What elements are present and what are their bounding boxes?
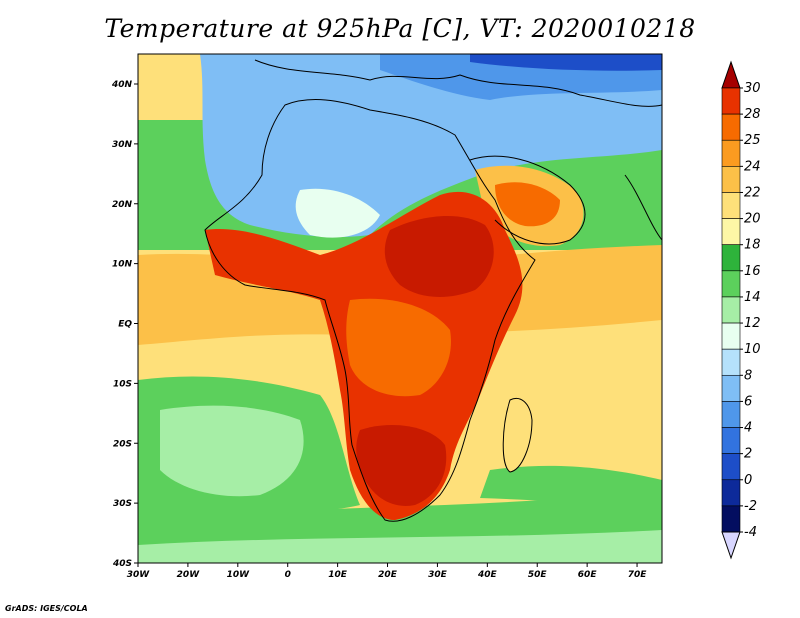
field-arabia-hot: [495, 182, 560, 227]
colorbar-label: -2: [744, 499, 757, 514]
lat-tick-label: 20S: [113, 439, 132, 449]
colorbar-label: 2: [744, 447, 752, 462]
lon-tick-label: 20E: [378, 570, 398, 580]
lat-tick-label: 20N: [112, 200, 133, 210]
colorbar-swatch: [721, 139, 741, 167]
colorbar-label: 20: [744, 212, 761, 227]
lon-tick-label: 40E: [477, 570, 498, 580]
colorbar-label: 18: [744, 238, 761, 253]
field-south-atlantic-light: [160, 405, 304, 497]
lon-tick-label: 20W: [177, 570, 201, 580]
lat-tick-label: 10N: [112, 260, 133, 270]
coastline-africa: [204, 99, 536, 522]
colorbar-swatch: [721, 453, 741, 481]
field-indian-green: [480, 465, 662, 503]
colorbar-label: 6: [744, 394, 752, 409]
coastline-arabia: [469, 155, 586, 245]
field-southern-light: [138, 530, 662, 563]
colorbar-label: 16: [744, 264, 761, 279]
coastline-europe: [254, 59, 663, 107]
colorbar-swatch: [721, 427, 741, 454]
latitude-axis: 40N 30N 20N 10N EQ 10S 20S 30S 40S: [111, 80, 138, 569]
longitude-axis: 30W 20W 10W 0 10E 20E 30E 40E 50E 60E 70E: [127, 563, 647, 580]
lon-tick-label: 30E: [428, 570, 448, 580]
colorbar-swatch: [721, 296, 741, 324]
lon-tick-label: 50E: [528, 570, 548, 580]
colorbar-label: 14: [744, 290, 761, 305]
colorbar-label: -4: [744, 525, 757, 540]
field-africa-orange-central: [346, 298, 451, 397]
colorbar-label: 28: [744, 107, 761, 122]
field-africa-hottest: [384, 215, 494, 297]
colorbar-swatch: [721, 113, 741, 141]
plot-frame: [137, 53, 663, 564]
lon-tick-label: 30W: [127, 570, 151, 580]
field-sahara-light: [295, 188, 380, 238]
lat-tick-label: 30S: [113, 499, 132, 509]
colorbar-label: 10: [744, 342, 761, 357]
map-title: Temperature at 925hPa [C], VT: 202001021…: [104, 14, 696, 43]
lat-tick-label: 10S: [113, 379, 132, 389]
colorbar-swatch: [721, 401, 741, 428]
colorbar-swatch: [721, 374, 741, 402]
colorbar-label: 22: [744, 185, 761, 200]
colorbar-label: 12: [744, 316, 761, 331]
lon-tick-label: 10E: [328, 570, 348, 580]
colorbar-swatch: [721, 348, 741, 376]
colorbar-label: 30: [744, 81, 761, 96]
coastline-india: [624, 174, 663, 241]
colorbar-swatch: [721, 87, 741, 115]
colorbar-max-triangle: [721, 60, 741, 89]
colorbar-label: 25: [744, 133, 761, 148]
lon-tick-label: 60E: [578, 570, 598, 580]
colorbar-label: 0: [744, 473, 752, 488]
colorbar-swatch: [721, 166, 741, 193]
colorbar-swatch: [721, 192, 741, 219]
colorbar-swatch: [721, 218, 741, 246]
colorbar-swatch: [721, 244, 741, 272]
colorbar-min-triangle: [721, 531, 741, 560]
colorbar-label: 8: [744, 368, 752, 383]
field-madagascar: [503, 398, 532, 472]
coastline-madagascar: [502, 397, 533, 473]
colorbar-label: 4: [744, 421, 752, 436]
lon-tick-label: 0: [285, 570, 291, 580]
lat-tick-label: 40S: [112, 559, 132, 569]
field-south-africa-hottest: [356, 425, 447, 506]
temperature-field: [138, 54, 662, 563]
colorbar-swatch: [721, 479, 741, 507]
lat-tick-label: 40N: [111, 80, 133, 90]
lon-tick-label: 10W: [227, 570, 251, 580]
colorbar-swatch: [721, 270, 741, 298]
colorbar-swatch: [721, 505, 741, 533]
lat-tick-label: EQ: [118, 320, 132, 330]
colorbar-label: 24: [744, 159, 761, 174]
lon-tick-label: 70E: [628, 570, 648, 580]
field-north-deep: [470, 54, 662, 71]
lat-tick-label: 30N: [112, 140, 133, 150]
colorbar-swatch: [721, 322, 741, 350]
grads-credit: GrADS: IGES/COLA: [5, 604, 88, 613]
